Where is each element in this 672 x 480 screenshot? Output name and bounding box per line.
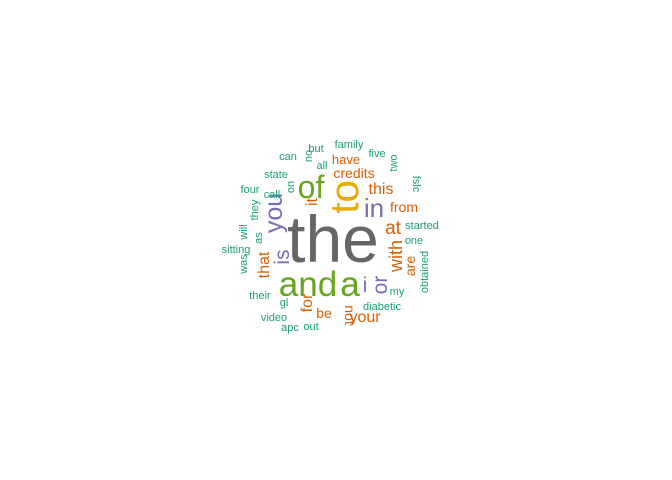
word-fslc: fslc xyxy=(410,176,422,193)
word-is: is xyxy=(271,249,294,264)
word-started: started xyxy=(405,220,439,232)
word-my: my xyxy=(390,286,405,298)
word-i: i xyxy=(363,274,368,297)
word-the: the xyxy=(287,202,379,276)
word-not: not xyxy=(342,305,358,325)
word-from: from xyxy=(390,199,418,215)
word-of: of xyxy=(298,169,325,205)
word-no: no xyxy=(303,150,315,162)
word-video: video xyxy=(261,312,287,324)
word-they: they xyxy=(249,199,261,220)
word-one: one xyxy=(405,235,423,247)
word-or: or xyxy=(369,276,392,295)
word-as: as xyxy=(253,232,265,244)
word-their: their xyxy=(249,290,271,302)
word-have: have xyxy=(332,152,360,167)
word-are: are xyxy=(402,256,418,276)
word-on: on xyxy=(285,181,297,193)
word-call: call xyxy=(264,189,281,201)
word-it: it xyxy=(304,197,321,206)
word-two: two xyxy=(388,154,400,171)
word-can: can xyxy=(279,151,297,163)
word-to: to xyxy=(323,180,367,213)
word-out: out xyxy=(303,321,318,333)
word-all: all xyxy=(316,160,327,172)
word-was: was xyxy=(238,254,250,275)
word-for: for xyxy=(299,293,316,312)
word-this: this xyxy=(369,181,394,198)
word-obtained: obtained xyxy=(419,251,431,293)
word-your: your xyxy=(349,309,381,326)
word-credits: credits xyxy=(333,165,374,181)
word-diabetic: diabetic xyxy=(363,301,401,313)
word-apc: apc xyxy=(281,322,299,334)
word-at: at xyxy=(385,218,402,239)
word-will: will xyxy=(238,224,250,240)
word-with: with xyxy=(386,240,406,273)
word-and: and xyxy=(279,265,337,304)
word-be: be xyxy=(316,305,332,321)
word-state: state xyxy=(264,169,288,181)
word-but: but xyxy=(308,143,323,155)
word-you: you xyxy=(260,193,288,233)
word-that: that xyxy=(256,251,273,278)
word-four: four xyxy=(241,184,260,196)
word-a: a xyxy=(340,265,360,304)
word-five: five xyxy=(368,148,385,160)
word-family: family xyxy=(335,139,364,151)
word-in: in xyxy=(364,193,384,223)
word-sitting: sitting xyxy=(222,244,251,256)
word-gl: gl xyxy=(280,297,289,309)
